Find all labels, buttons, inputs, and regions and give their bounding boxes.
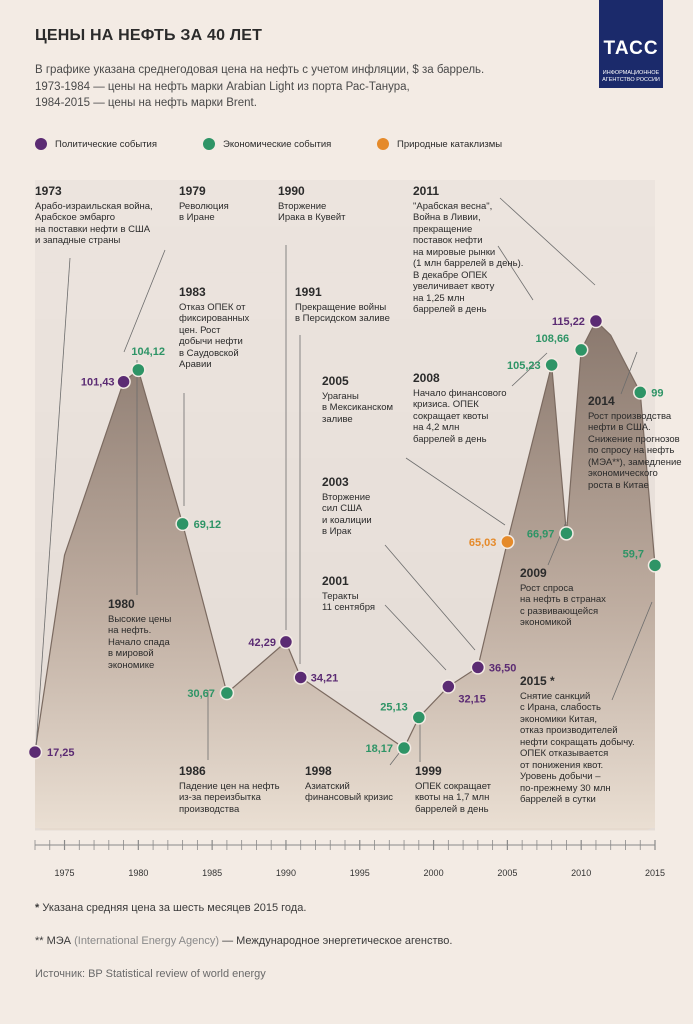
point-2015 [647,558,663,573]
footnote-2: ** МЭА (International Energy Agency) — М… [35,935,453,947]
point-1991 [293,670,308,685]
x-tick-label: 2015 [645,868,665,878]
point-label-1983: 69,12 [194,519,222,531]
annotation-1979: 1979 Революция в Иране [179,184,229,223]
subtitle-line-2: 1973-1984 — цены на нефть марки Arabian … [35,81,410,93]
logo-line-1: ИНФОРМАЦИОННОЕ [602,70,660,76]
legend-economic: Экономические события [203,138,331,150]
x-tick-label: 2000 [424,868,444,878]
leader-line [499,197,596,286]
leader-line [384,604,447,671]
point-label-1973: 17,25 [47,747,75,759]
point-2005 [500,534,515,550]
annotation-2001: 2001 Теракты 11 сентября [322,574,376,613]
point-1986 [219,685,235,701]
point-2001 [441,679,456,694]
point-2010 [573,342,589,358]
point-label-2005: 65,03 [469,537,497,549]
point-2014 [632,385,648,400]
point-1999 [411,710,427,725]
leader-line [405,457,506,526]
point-1990 [278,634,294,650]
annotation-2003: 2003 Вторжение сил США и коалиции в Ирак [322,475,372,537]
point-2003 [470,660,486,675]
economic-dot-icon [203,138,215,150]
political-dot-icon [35,138,47,150]
subtitle-line-1: В графике указана среднегодовая цена на … [35,64,485,76]
annotation-1980: 1980 Высокие цены на нефть. Начало спада в … [108,597,172,671]
source-note: Источник: BP Statistical review of world… [35,968,266,980]
legend-natural: Природные катаклизмы [377,138,502,150]
point-label-2014: 99 [651,387,663,399]
leader-line [620,351,638,395]
legend-economic-label: Экономические события [223,138,332,150]
leader-line [35,257,71,749]
point-label-1986: 30,67 [187,688,215,700]
tass-logo: ТАСС ИНФОРМАЦИОННОЕ АГЕНТСТВО РОССИИ [599,0,663,88]
annotation-2014: 2014 Рост производства нефти в США. Снижен… [588,394,682,491]
leader-line [384,544,476,651]
point-2011 [588,313,604,329]
x-tick-label: 2010 [571,868,591,878]
annotation-2009: 2009 Рост спроса на нефть в странах с разв… [520,566,606,628]
x-tick-label: 1980 [128,868,148,878]
annotation-1991: 1991 Прекращение войны в Персидском залив… [295,285,390,324]
point-label-1991: 34,21 [311,672,339,684]
subtitle-line-3: 1984-2015 — цены на нефть марки Brent. [35,97,257,109]
point-label-1999: 25,13 [380,701,408,713]
point-label-1979: 101,43 [81,377,115,389]
point-label-2008: 105,23 [507,360,541,372]
background-band [35,180,655,227]
leader-lines [35,197,653,766]
point-label-2003: 36,50 [489,662,517,674]
annotation-1986: 1986 Падение цен на нефть из-за переизбыт… [179,764,280,815]
point-2009 [559,526,574,541]
point-label-2009: 66,97 [527,528,555,540]
leader-line [497,245,534,301]
legend-natural-label: Природные катаклизмы [397,138,503,150]
legend-political: Политические события [35,138,157,150]
point-1980 [131,362,146,378]
logo-mark: ТАСС [603,38,659,59]
point-1973 [27,744,43,760]
price-area [35,321,655,828]
point-2008 [544,357,559,373]
leader-line [123,249,166,353]
annotation-2015: 2015 * Снятие санкций с Ирана, слабость эк… [520,674,635,805]
annotation-2008: 2008 Начало финансового кризиса. ОПЕК сокр… [413,371,507,445]
annotation-2005: 2005 Ураганы в Мексиканском заливе [322,374,394,425]
annotation-1990: 1990 Вторжение Ирака в Кувейт [278,184,346,223]
x-tick-label: 1995 [350,868,370,878]
leader-line [511,352,548,387]
point-label-2001: 32,15 [458,694,486,706]
x-tick-label: 1975 [55,868,75,878]
x-tick-label: 1985 [202,868,222,878]
point-label-2011: 115,22 [552,316,585,328]
annotation-1973: 1973 Арабо-израильская война, Арабское эм… [35,184,153,246]
point-label-2010: 108,66 [536,333,570,345]
x-tick-label: 1990 [276,868,296,878]
legend-political-label: Политические события [55,138,157,150]
logo-line-2: АГЕНТСТВО РОССИИ [602,77,660,83]
point-label-1990: 42,29 [248,637,276,649]
x-axis: 1975 1980 1985 1990 1995 2000 2005 2010 2015 [34,840,665,878]
natural-dot-icon [377,138,389,150]
x-tick-label: 2005 [497,868,517,878]
annotation-1998: 1998 Азиатский финансовый кризис [305,764,394,803]
point-label-1980: 104,12 [131,346,165,358]
background-band [35,272,655,320]
annotation-1999: 1999 ОПЕК сокращает квоты на 1,7 млн барре… [415,764,492,815]
point-label-1998: 18,17 [366,743,394,755]
point-1983 [175,516,190,532]
page-title: ЦЕНЫ НА НЕФТЬ ЗА 40 ЛЕТ [35,27,263,44]
point-label-2015: 59,7 [623,548,644,560]
footnote-1: * Указана средняя цена за шесть месяцев … [35,902,307,914]
point-1998 [396,740,412,756]
leader-line [611,601,653,701]
annotation-1983: 1983 Отказ ОПЕК от фиксированных цен. Рост… [179,285,250,370]
oil-price-chart: 1975 1980 1985 1990 1995 2000 2005 2010 2015 17,… [27,180,666,878]
background-band [35,226,655,274]
point-1979 [116,374,131,389]
annotation-2011: 2011 "Арабская весна", Война в Ливии, прек… [413,184,524,315]
